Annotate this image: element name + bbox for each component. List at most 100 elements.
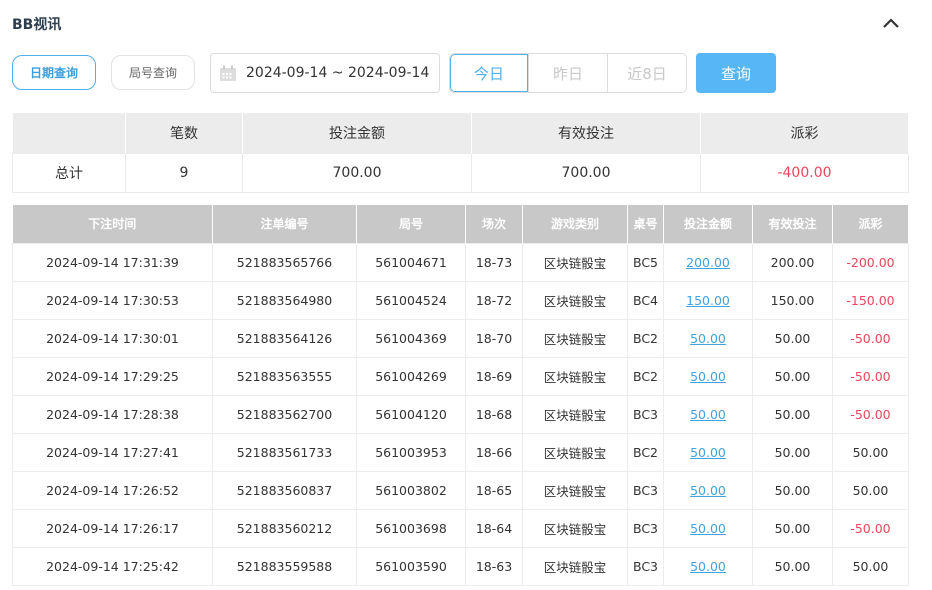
summary-row: 总计 9 700.00 700.00 -400.00: [12, 152, 909, 193]
page-title: BB视讯: [12, 17, 62, 33]
round-no: 561003590: [356, 546, 466, 586]
table-row: 2024-09-14 17:31:39 521883565766 561004671…: [12, 242, 909, 282]
bet-amount-link[interactable]: 50.00: [690, 406, 726, 422]
order-no: 521883559588: [212, 546, 357, 586]
round-no: 561004269: [356, 356, 466, 396]
date-query-button[interactable]: 日期查询: [12, 55, 96, 90]
table-row: 2024-09-14 17:25:42 521883559588 561003590…: [12, 546, 909, 586]
round-no: 561003698: [356, 508, 466, 548]
bet-amount-link[interactable]: 200.00: [686, 254, 730, 270]
table-no: BC3: [627, 508, 664, 548]
header-session: 场次: [465, 205, 523, 243]
table-row: 2024-09-14 17:26:17 521883560212 561003698…: [12, 508, 909, 548]
header-bet-amount: 投注金额: [663, 205, 753, 243]
valid-bet: 200.00: [752, 242, 833, 282]
session: 18-70: [465, 318, 523, 358]
summary-header-blank: [12, 113, 126, 153]
header-order-no: 注单编号: [212, 205, 357, 243]
table-row: 2024-09-14 17:30:01 521883564126 561004369…: [12, 318, 909, 358]
round-no: 561003802: [356, 470, 466, 510]
bet-amount-link[interactable]: 50.00: [690, 520, 726, 536]
order-no: 521883562700: [212, 394, 357, 434]
order-no: 521883560837: [212, 470, 357, 510]
table-row: 2024-09-14 17:29:25 521883563555 561004269…: [12, 356, 909, 396]
bet-amount-link[interactable]: 50.00: [690, 330, 726, 346]
bet-amount-cell: 50.00: [663, 432, 753, 472]
header-bet-time: 下注时间: [12, 205, 213, 243]
table-row: 2024-09-14 17:26:52 521883560837 561003802…: [12, 470, 909, 510]
bet-amount-link[interactable]: 150.00: [686, 292, 730, 308]
summary-table: 笔数 投注金额 有效投注 派彩 总计 9 700.00 700.00 -400.…: [12, 113, 909, 193]
quick-last-8-days[interactable]: 近8日: [607, 54, 686, 92]
quick-yesterday[interactable]: 昨日: [528, 54, 607, 92]
summary-header-count: 笔数: [125, 113, 243, 153]
round-query-button[interactable]: 局号查询: [111, 55, 195, 90]
query-button[interactable]: 查询: [696, 53, 776, 93]
round-no: 561004369: [356, 318, 466, 358]
payout: 50.00: [832, 432, 909, 472]
date-range-value: 2024-09-14 ~ 2024-09-14: [246, 65, 430, 81]
summary-label: 总计: [12, 152, 126, 193]
game-type: 区块链骰宝: [522, 394, 628, 434]
summary-payout: -400.00: [700, 152, 909, 193]
bet-detail-table: 下注时间 注单编号 局号 场次 游戏类别 桌号 投注金额 有效投注 派彩 2024-09-14 …: [12, 205, 909, 586]
summary-bet: 700.00: [242, 152, 472, 193]
summary-valid: 700.00: [471, 152, 701, 193]
payout: -150.00: [832, 280, 909, 320]
table-row: 2024-09-14 17:27:41 521883561733 561003953…: [12, 432, 909, 472]
order-no: 521883564126: [212, 318, 357, 358]
chevron-up-icon[interactable]: [880, 12, 902, 34]
bet-time: 2024-09-14 17:30:01: [12, 318, 213, 358]
session: 18-73: [465, 242, 523, 282]
game-type: 区块链骰宝: [522, 508, 628, 548]
game-type: 区块链骰宝: [522, 356, 628, 396]
session: 18-68: [465, 394, 523, 434]
session: 18-72: [465, 280, 523, 320]
summary-header-payout: 派彩: [700, 113, 909, 153]
table-no: BC2: [627, 432, 664, 472]
bet-amount-cell: 150.00: [663, 280, 753, 320]
summary-header-valid: 有效投注: [471, 113, 701, 153]
session: 18-69: [465, 356, 523, 396]
session: 18-64: [465, 508, 523, 548]
bet-amount-cell: 50.00: [663, 356, 753, 396]
date-range-input[interactable]: 2024-09-14 ~ 2024-09-14: [210, 53, 440, 93]
payout: -50.00: [832, 394, 909, 434]
payout: 50.00: [832, 546, 909, 586]
game-type: 区块链骰宝: [522, 242, 628, 282]
bet-amount-cell: 50.00: [663, 394, 753, 434]
game-type: 区块链骰宝: [522, 280, 628, 320]
table-row: 2024-09-14 17:30:53 521883564980 561004524…: [12, 280, 909, 320]
valid-bet: 50.00: [752, 318, 833, 358]
quick-today[interactable]: 今日: [450, 54, 528, 92]
summary-header-bet: 投注金额: [242, 113, 472, 153]
valid-bet: 50.00: [752, 508, 833, 548]
calendar-icon: [220, 65, 236, 81]
session: 18-65: [465, 470, 523, 510]
bet-amount-link[interactable]: 50.00: [690, 482, 726, 498]
bet-time: 2024-09-14 17:28:38: [12, 394, 213, 434]
summary-count: 9: [125, 152, 243, 193]
bet-amount-link[interactable]: 50.00: [690, 444, 726, 460]
order-no: 521883560212: [212, 508, 357, 548]
payout: 50.00: [832, 470, 909, 510]
bet-time: 2024-09-14 17:27:41: [12, 432, 213, 472]
bet-amount-link[interactable]: 50.00: [690, 558, 726, 574]
table-row: 2024-09-14 17:28:38 521883562700 561004120…: [12, 394, 909, 434]
bet-amount-cell: 50.00: [663, 470, 753, 510]
valid-bet: 50.00: [752, 356, 833, 396]
header-game-type: 游戏类别: [522, 205, 628, 243]
session: 18-63: [465, 546, 523, 586]
payout: -50.00: [832, 508, 909, 548]
round-no: 561004120: [356, 394, 466, 434]
bet-time: 2024-09-14 17:26:17: [12, 508, 213, 548]
bet-amount-link[interactable]: 50.00: [690, 368, 726, 384]
header-round-no: 局号: [356, 205, 466, 243]
valid-bet: 150.00: [752, 280, 833, 320]
session: 18-66: [465, 432, 523, 472]
bet-time: 2024-09-14 17:30:53: [12, 280, 213, 320]
game-type: 区块链骰宝: [522, 470, 628, 510]
valid-bet: 50.00: [752, 394, 833, 434]
bet-time: 2024-09-14 17:29:25: [12, 356, 213, 396]
bet-amount-cell: 50.00: [663, 318, 753, 358]
